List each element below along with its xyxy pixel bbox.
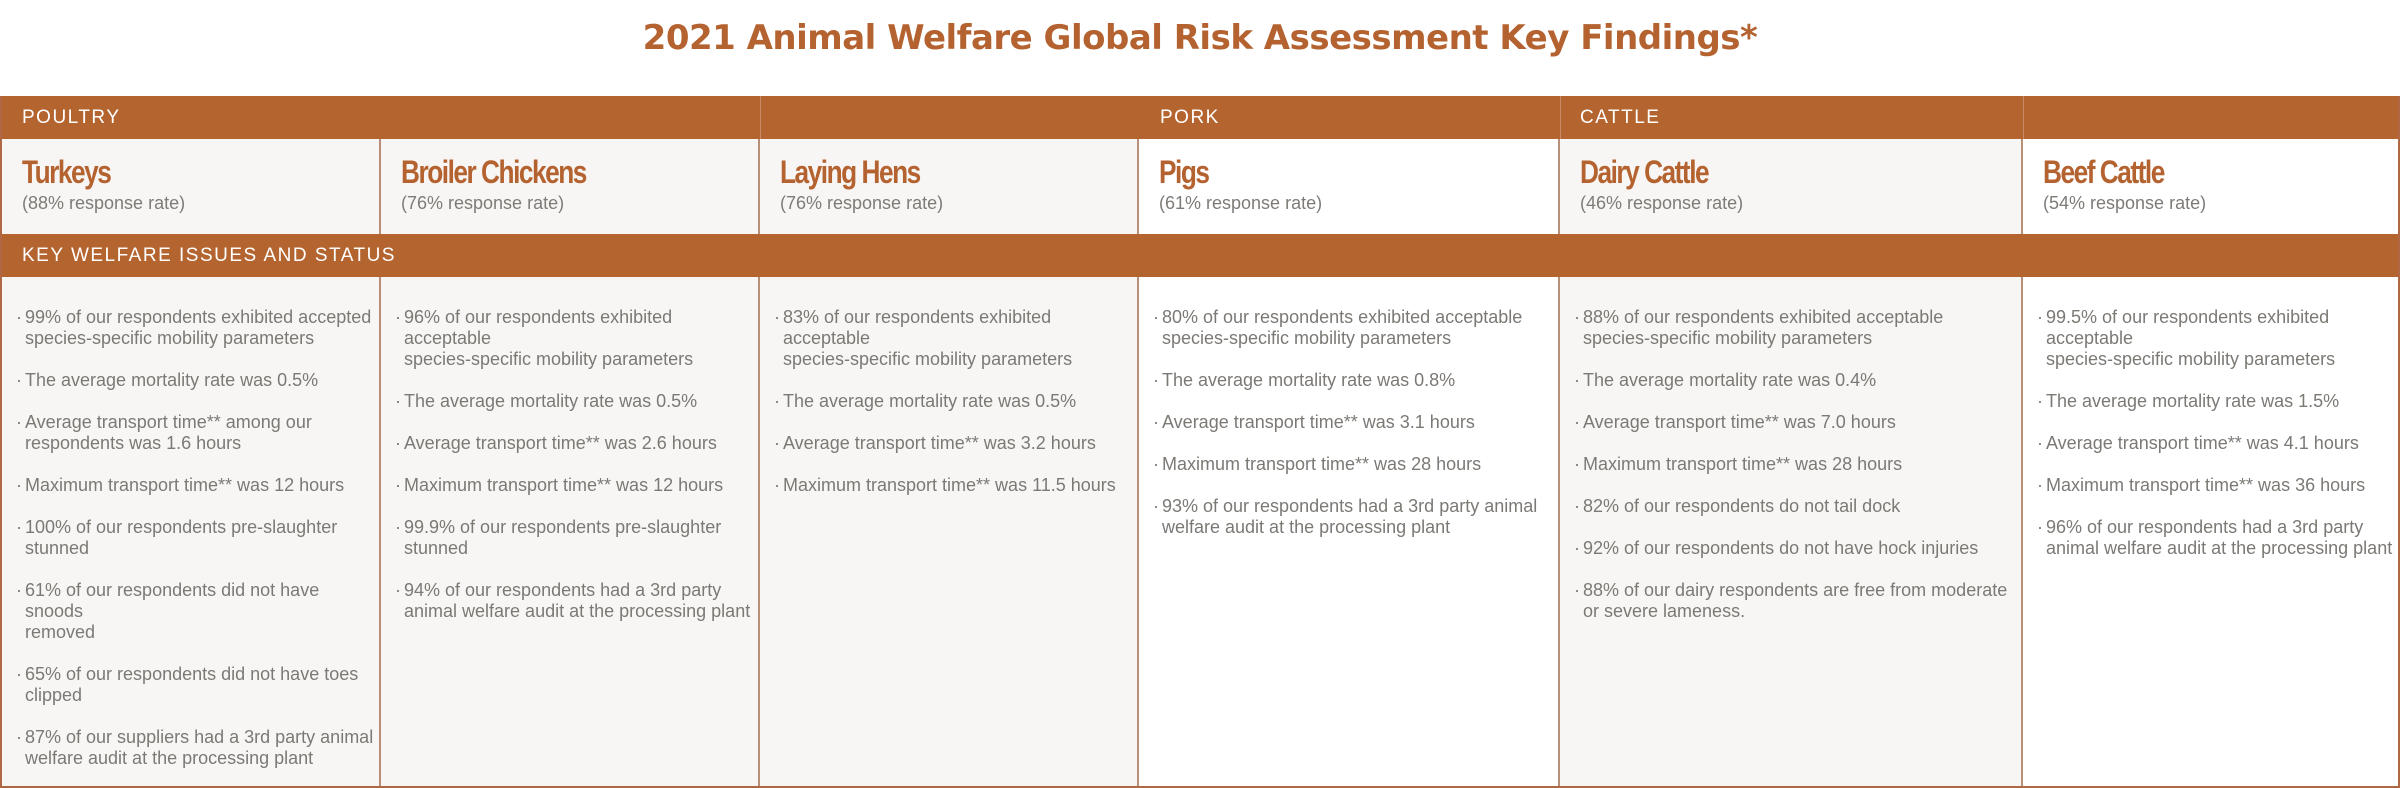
category-band: POULTRY PORK CATTLE (2, 96, 2398, 139)
band-divider (760, 96, 761, 139)
finding-item: 100% of our respondents pre-slaughter st… (16, 517, 379, 559)
finding-item: The average mortality rate was 0.5% (395, 391, 758, 412)
finding-item: Maximum transport time** was 28 hours (1574, 454, 2021, 475)
column-title: Broiler Chickens (401, 154, 587, 190)
finding-item: The average mortality rate was 1.5% (2037, 391, 2398, 412)
finding-item: 83% of our respondents exhibited accepta… (774, 307, 1137, 370)
finding-item: The average mortality rate was 0.5% (774, 391, 1137, 412)
column-header: Beef Cattle (54% response rate) (2023, 139, 2398, 234)
response-rate: (76% response rate) (401, 193, 565, 213)
finding-item: Maximum transport time** was 12 hours (16, 475, 379, 496)
section-band: KEY WELFARE ISSUES AND STATUS (2, 234, 2398, 277)
response-rate: (54% response rate) (2043, 193, 2207, 213)
response-rate: (88% response rate) (22, 193, 186, 213)
finding-item: 96% of our respondents exhibited accepta… (395, 307, 758, 370)
band-divider (2023, 96, 2024, 139)
finding-item: 61% of our respondents did not have snoo… (16, 580, 379, 643)
finding-item: Maximum transport time** was 12 hours (395, 475, 758, 496)
finding-item: The average mortality rate was 0.5% (16, 370, 379, 391)
finding-item: Average transport time** was 4.1 hours (2037, 433, 2398, 454)
column-header: Laying Hens (76% response rate) (760, 139, 1137, 234)
finding-item: 93% of our respondents had a 3rd party a… (1153, 496, 1558, 538)
finding-item: Maximum transport time** was 36 hours (2037, 475, 2398, 496)
finding-item: Average transport time** was 7.0 hours (1574, 412, 2021, 433)
column-findings: 80% of our respondents exhibited accepta… (1139, 277, 1558, 559)
category-poultry: POULTRY (22, 107, 121, 128)
page-title: 2021 Animal Welfare Global Risk Assessme… (642, 18, 1758, 58)
column-header: Turkeys (88% response rate) (2, 139, 379, 234)
response-rate: (61% response rate) (1159, 193, 1323, 213)
response-rate: (46% response rate) (1580, 193, 1744, 213)
column-title: Pigs (1159, 154, 1210, 190)
column-title: Laying Hens (780, 154, 921, 190)
category-cattle: CATTLE (1580, 107, 1661, 128)
finding-item: 96% of our respondents had a 3rd party a… (2037, 517, 2398, 559)
finding-item: Average transport time** was 3.2 hours (774, 433, 1137, 454)
column-beef-cattle: Beef Cattle (54% response rate) 99.5% of… (2023, 139, 2398, 786)
finding-item: 99.9% of our respondents pre-slaughter s… (395, 517, 758, 559)
finding-item: 88% of our respondents exhibited accepta… (1574, 307, 2021, 349)
finding-item: The average mortality rate was 0.8% (1153, 370, 1558, 391)
response-rate: (76% response rate) (780, 193, 944, 213)
column-header: Broiler Chickens (76% response rate) (381, 139, 758, 234)
finding-item: Maximum transport time** was 11.5 hours (774, 475, 1137, 496)
finding-item: Average transport time** among our respo… (16, 412, 379, 454)
finding-item: 65% of our respondents did not have toes… (16, 664, 379, 706)
finding-item: 94% of our respondents had a 3rd party a… (395, 580, 758, 622)
column-findings: 88% of our respondents exhibited accepta… (1560, 277, 2021, 643)
column-title: Dairy Cattle (1580, 154, 1710, 190)
section-label: KEY WELFARE ISSUES AND STATUS (22, 245, 396, 266)
finding-item: 99% of our respondents exhibited accepte… (16, 307, 379, 349)
column-title: Turkeys (22, 154, 112, 190)
finding-item: 88% of our dairy respondents are free fr… (1574, 580, 2021, 622)
column-header: Dairy Cattle (46% response rate) (1560, 139, 2021, 234)
finding-item: The average mortality rate was 0.4% (1574, 370, 2021, 391)
finding-item: Maximum transport time** was 28 hours (1153, 454, 1558, 475)
column-title: Beef Cattle (2043, 154, 2165, 190)
finding-item: 92% of our respondents do not have hock … (1574, 538, 2021, 559)
column-pigs: Pigs (61% response rate) 80% of our resp… (1139, 139, 1560, 786)
findings-table: Turkeys (88% response rate) 99% of our r… (0, 96, 2400, 788)
finding-item: Average transport time** was 3.1 hours (1153, 412, 1558, 433)
band-divider (1560, 96, 1561, 139)
finding-item: 99.5% of our respondents exhibited accep… (2037, 307, 2398, 370)
finding-item: 80% of our respondents exhibited accepta… (1153, 307, 1558, 349)
column-findings: 96% of our respondents exhibited accepta… (381, 277, 758, 643)
column-findings: 83% of our respondents exhibited accepta… (760, 277, 1137, 517)
column-header: Pigs (61% response rate) (1139, 139, 1558, 234)
category-pork: PORK (1160, 107, 1220, 128)
column-findings: 99% of our respondents exhibited accepte… (2, 277, 379, 788)
finding-item: 87% of our suppliers had a 3rd party ani… (16, 727, 379, 769)
finding-item: 82% of our respondents do not tail dock (1574, 496, 2021, 517)
column-findings: 99.5% of our respondents exhibited accep… (2023, 277, 2398, 580)
finding-item: Average transport time** was 2.6 hours (395, 433, 758, 454)
